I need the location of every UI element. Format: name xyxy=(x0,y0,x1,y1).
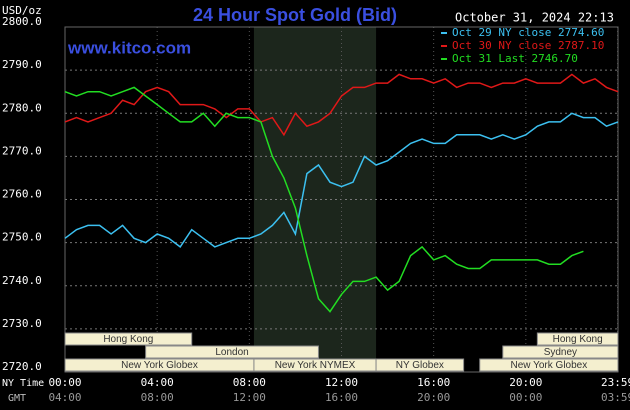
x-tick-label: 16:00 xyxy=(417,376,450,389)
x2-tick-label: 08:00 xyxy=(141,391,174,404)
x2-tick-label: 12:00 xyxy=(233,391,266,404)
series-line xyxy=(64,86,584,313)
legend-label: Oct 29 NY close 2774.60 xyxy=(452,26,604,39)
session-bar xyxy=(375,358,465,372)
session-bar xyxy=(536,332,619,346)
y-axis-label: USD/oz xyxy=(2,4,42,17)
x2-tick-label: 00:00 xyxy=(509,391,542,404)
y-tick-label: 2720.0 xyxy=(2,360,42,373)
y-tick-label: 2780.0 xyxy=(2,101,42,114)
session-label: Hong Kong xyxy=(103,334,153,345)
session-label: Hong Kong xyxy=(553,334,603,345)
x-tick-label: 20:00 xyxy=(509,376,542,389)
timestamp: October 31, 2024 22:13 xyxy=(455,11,614,25)
plot-frame xyxy=(64,26,619,373)
x-tick-label: 23:59 xyxy=(601,376,630,389)
session-label: New York Globex xyxy=(121,360,198,371)
session-label: New York Globex xyxy=(511,360,588,371)
y-tick-label: 2740.0 xyxy=(2,274,42,287)
session-bar xyxy=(145,345,319,359)
session-label: Sydney xyxy=(544,347,577,358)
session-bar xyxy=(64,332,193,346)
x-axis-label: NY Time xyxy=(2,378,44,389)
session-bar xyxy=(479,358,619,372)
x2-tick-label: 16:00 xyxy=(325,391,358,404)
session-label: New York NYMEX xyxy=(275,360,356,371)
x-tick-label: 04:00 xyxy=(141,376,174,389)
source: www.kitco.com xyxy=(67,38,191,57)
series-line xyxy=(64,112,619,248)
y-tick-label: 2790.0 xyxy=(2,58,42,71)
session-label: London xyxy=(215,347,248,358)
legend-label: Oct 30 NY close 2787.10 xyxy=(452,39,604,52)
legend-label: Oct 31 Last 2746.70 xyxy=(452,52,578,65)
x-tick-label: 08:00 xyxy=(233,376,266,389)
session-bar xyxy=(502,345,619,359)
x-tick-label: 12:00 xyxy=(325,376,358,389)
y-tick-label: 2770.0 xyxy=(2,144,42,157)
x2-tick-label: 04:00 xyxy=(48,391,81,404)
chart-title: 24 Hour Spot Gold (Bid) xyxy=(193,5,397,25)
series-line xyxy=(64,73,619,137)
y-tick-label: 2730.0 xyxy=(2,317,42,330)
x2-tick-label: 03:59 xyxy=(601,391,630,404)
x2-tick-label: 20:00 xyxy=(417,391,450,404)
y-tick-label: 2760.0 xyxy=(2,188,42,201)
y-tick-label: 2800.0 xyxy=(2,15,42,28)
session-label: NY Globex xyxy=(396,360,444,371)
y-tick-label: 2750.0 xyxy=(2,231,42,244)
x2-axis-label: GMT xyxy=(8,393,26,404)
x-tick-label: 00:00 xyxy=(48,376,81,389)
